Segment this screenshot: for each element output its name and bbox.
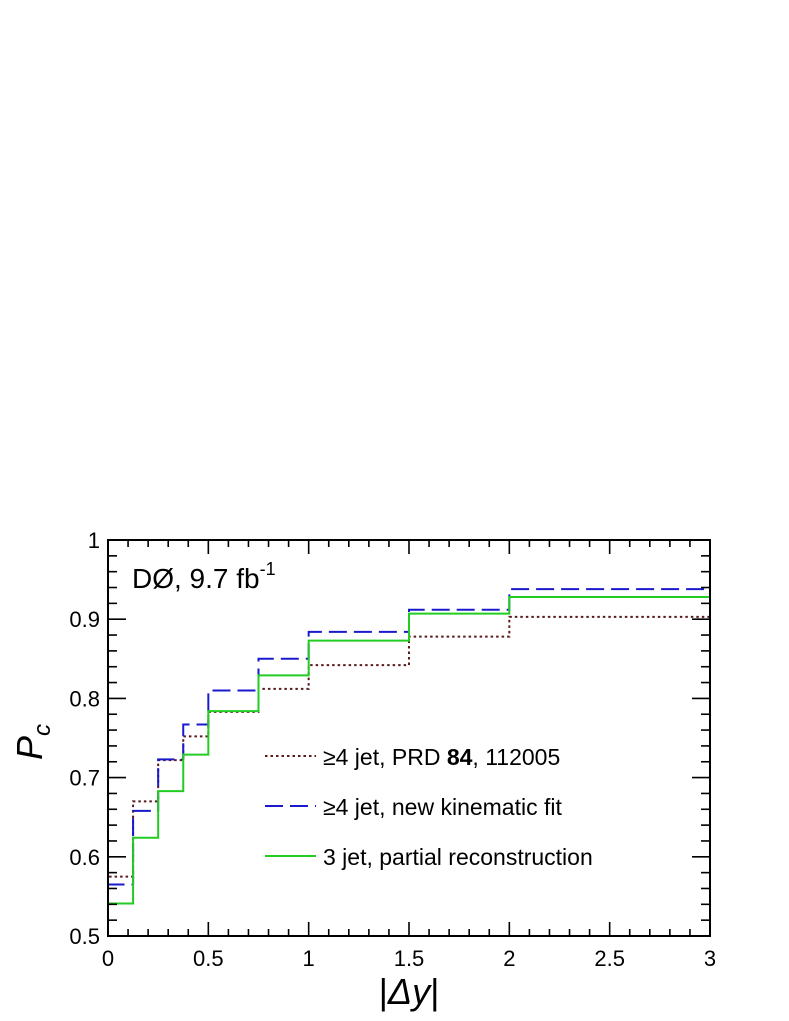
y-tick-label: 0.6 <box>69 845 100 870</box>
annotation-superscript: -1 <box>260 559 276 579</box>
y-tick-label: 0.9 <box>69 607 100 632</box>
y-axis-title-symbol: P <box>9 736 50 760</box>
x-tick-label: 0.5 <box>193 946 224 971</box>
x-axis-title-symbol: Δy <box>387 971 432 1012</box>
legend-label-3: 3 jet, partial reconstruction <box>323 844 593 870</box>
annotation-main: DØ, 9.7 fb <box>132 563 260 594</box>
y-axis-title: Pc <box>9 724 56 760</box>
legend: ≥4 jet, PRD 84, 112005 ≥4 jet, new kinema… <box>265 744 593 870</box>
y-axis: 0.5 0.6 0.7 0.8 0.9 1 <box>69 528 710 949</box>
x-axis: 0 0.5 1 1.5 2 2.5 3 <box>102 540 716 971</box>
x-tick-label: 2.5 <box>594 946 625 971</box>
x-axis-title-open: | <box>379 971 388 1012</box>
y-axis-title-subscript: c <box>29 724 56 736</box>
annotation: DØ, 9.7 fb-1 <box>132 559 276 594</box>
x-tick-label: 2 <box>503 946 515 971</box>
x-tick-label: 1.5 <box>394 946 425 971</box>
x-axis-title: |Δy| <box>379 971 440 1012</box>
x-tick-label: 1 <box>303 946 315 971</box>
y-tick-label: 0.7 <box>69 766 100 791</box>
legend-label-2: ≥4 jet, new kinematic fit <box>323 794 562 820</box>
series-line-1 <box>107 615 710 936</box>
x-axis-title-close: | <box>430 971 439 1012</box>
y-tick-label: 0.8 <box>69 686 100 711</box>
series-line-3 <box>107 596 710 936</box>
series-line-2 <box>107 588 710 936</box>
x-tick-label: 0 <box>102 946 114 971</box>
y-tick-label: 0.5 <box>69 924 100 949</box>
plot-area <box>107 588 710 936</box>
x-tick-label: 3 <box>704 946 716 971</box>
legend-label-1: ≥4 jet, PRD 84, 112005 <box>323 744 560 770</box>
plot-frame <box>107 539 711 937</box>
y-tick-label: 1 <box>88 528 100 553</box>
